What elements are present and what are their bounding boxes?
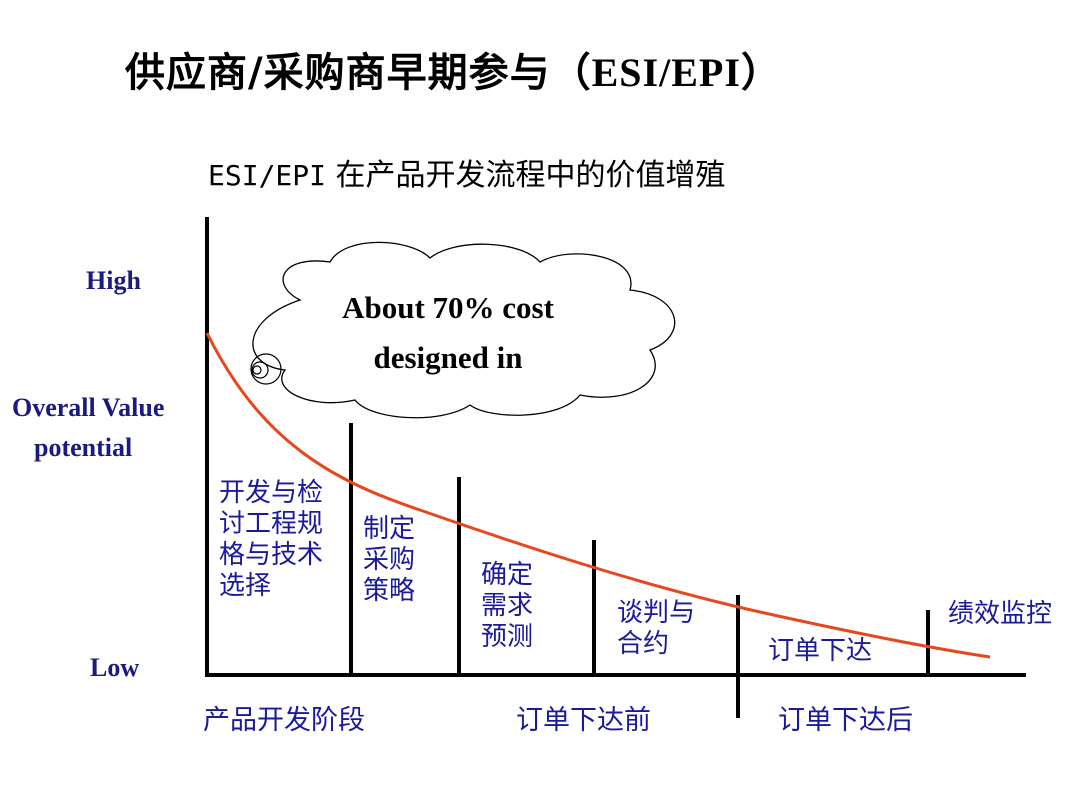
page-title: 供应商/采购商早期参与（ESI/EPI） [125, 50, 782, 96]
cloud-tail-bubbles [250, 353, 282, 385]
diagram-subtitle: ESI/EPI 在产品开发流程中的价值增殖 [208, 158, 726, 193]
stage-label-negotiation: 谈判与 合约 [617, 598, 696, 659]
stage-label-sourcing-strategy: 制定 采购 策略 [363, 514, 416, 606]
stage-label-demand-forecast: 确定 需求 预测 [481, 560, 534, 652]
callout-line1: About 70% cost [342, 290, 554, 325]
y-axis-title-line2: potential [34, 433, 133, 462]
y-axis-high-label: High [86, 266, 141, 295]
phase-label-pre-order: 订单下达前 [516, 705, 651, 736]
phase-label-product-development: 产品开发阶段 [203, 705, 365, 736]
phase-label-post-order: 订单下达后 [778, 705, 913, 736]
stage-label-performance: 绩效监控 [948, 599, 1053, 629]
stage-label-dev-review: 开发与检 讨工程规 格与技术 选择 [219, 478, 324, 601]
y-axis-low-label: Low [90, 653, 140, 682]
callout-line2: designed in [373, 340, 523, 375]
cloud-callout-shape [252, 241, 676, 419]
stage-label-order-release: 订单下达 [768, 636, 873, 666]
y-axis-title-line1: Overall Value [12, 393, 165, 422]
value-potential-curve [205, 332, 991, 659]
